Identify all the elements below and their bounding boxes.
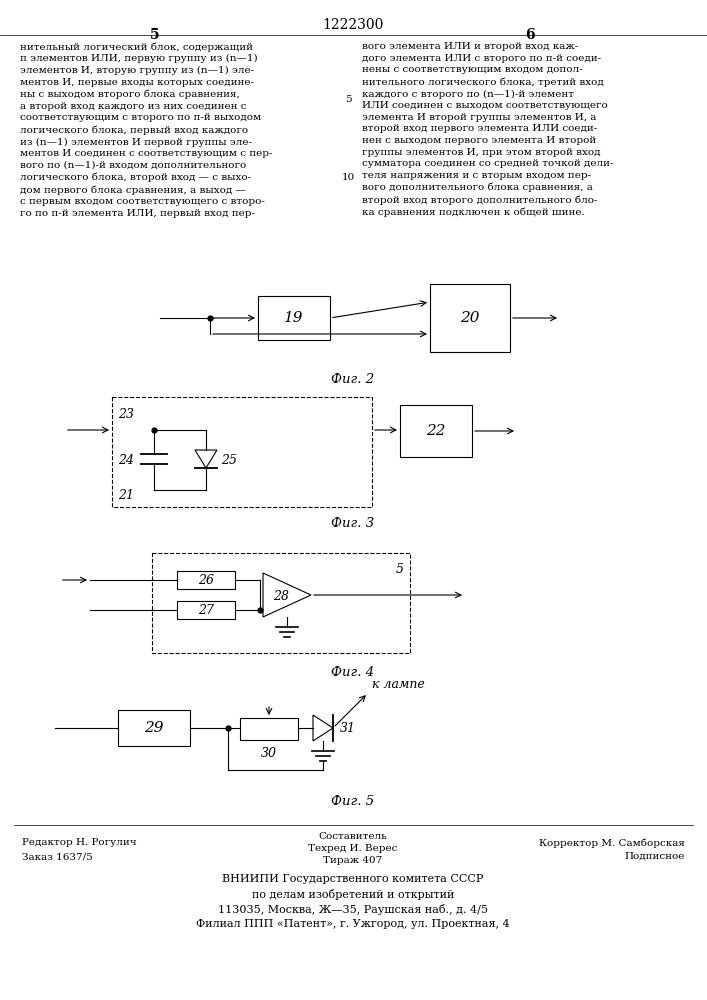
Bar <box>118 710 190 746</box>
Bar <box>152 553 410 653</box>
Bar <box>400 405 472 457</box>
Text: Редактор Н. Рогулич: Редактор Н. Рогулич <box>22 838 136 847</box>
Text: Фиг. 3: Фиг. 3 <box>332 517 375 530</box>
Text: Фиг. 5: Фиг. 5 <box>332 795 375 808</box>
Text: Корректор М. Самборская: Корректор М. Самборская <box>539 838 685 848</box>
Text: 19: 19 <box>284 311 304 325</box>
Text: Техред И. Верес: Техред И. Верес <box>308 844 397 853</box>
Bar <box>112 397 372 507</box>
Text: вого элемента ИЛИ и второй вход каж-
дого элемента ИЛИ с второго по п-й соеди-
н: вого элемента ИЛИ и второй вход каж- дог… <box>362 42 614 217</box>
Text: Подписное: Подписное <box>624 852 685 861</box>
Text: 22: 22 <box>426 424 445 438</box>
Text: 24: 24 <box>118 454 134 466</box>
Text: 30: 30 <box>261 747 277 760</box>
Text: 5: 5 <box>345 95 351 104</box>
Text: 5: 5 <box>396 563 404 576</box>
Text: 31: 31 <box>340 722 356 734</box>
Text: Фиг. 2: Фиг. 2 <box>332 373 375 386</box>
Bar <box>240 718 298 740</box>
Text: 25: 25 <box>221 454 237 466</box>
Text: ВНИИПИ Государственного комитета СССР
по делам изобретений и открытий
113035, Мо: ВНИИПИ Государственного комитета СССР по… <box>196 874 510 929</box>
Text: 10: 10 <box>341 172 355 182</box>
Text: 27: 27 <box>198 603 214 616</box>
Text: 23: 23 <box>118 408 134 420</box>
Text: 5: 5 <box>150 28 160 42</box>
Bar <box>177 571 235 589</box>
Text: к лампе: к лампе <box>372 678 425 691</box>
Text: 20: 20 <box>460 311 480 325</box>
Text: нительный логический блок, содержащий
п элементов ИЛИ, первую группу из (n—1)
эл: нительный логический блок, содержащий п … <box>20 42 272 218</box>
Text: Заказ 1637/5: Заказ 1637/5 <box>22 852 93 861</box>
Bar <box>177 601 235 619</box>
Bar <box>258 296 330 340</box>
Text: Тираж 407: Тираж 407 <box>323 856 382 865</box>
Bar <box>430 284 510 352</box>
Text: 28: 28 <box>273 590 289 603</box>
Text: 29: 29 <box>144 721 164 735</box>
Text: 1222300: 1222300 <box>322 18 384 32</box>
Text: Фиг. 4: Фиг. 4 <box>332 666 375 679</box>
Text: 26: 26 <box>198 574 214 586</box>
Text: 6: 6 <box>525 28 534 42</box>
Text: 21: 21 <box>118 489 134 502</box>
Text: Составитель: Составитель <box>319 832 387 841</box>
